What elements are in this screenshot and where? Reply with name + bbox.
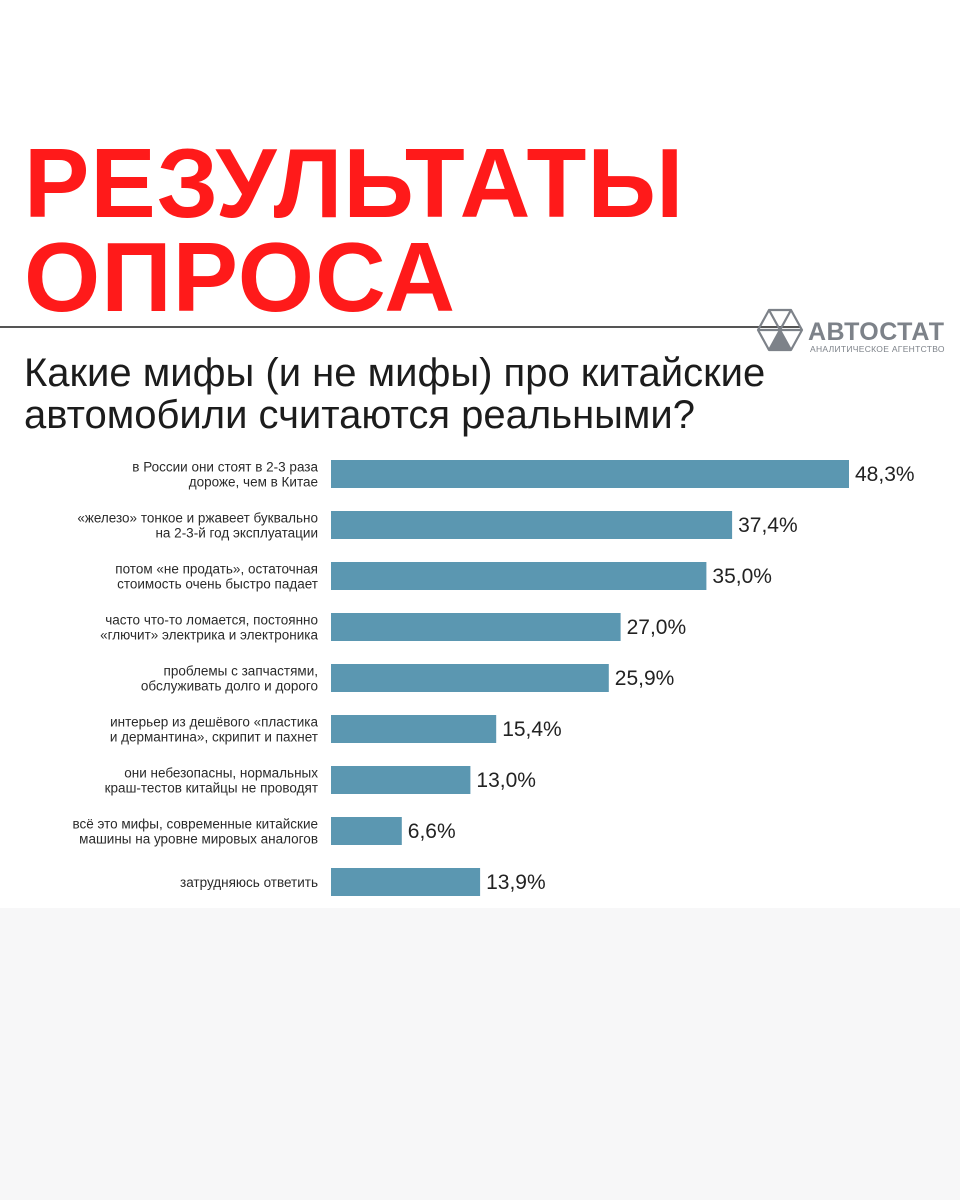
- headline: РЕЗУЛЬТАТЫ ОПРОСА: [24, 128, 685, 332]
- value-label-3: 35,0%: [712, 565, 772, 588]
- value-label-2: 37,4%: [738, 514, 798, 537]
- value-label-8: 6,6%: [408, 820, 456, 843]
- question-line-2: автомобили считаются реальными?: [24, 393, 695, 437]
- divider-line: [0, 326, 800, 328]
- chart-question: Какие мифы (и не мифы) про китайские авт…: [24, 352, 765, 436]
- bar-5: [331, 664, 609, 692]
- avtostat-logo: АВТОСТАТ АНАЛИТИЧЕСКОЕ АГЕНТСТВО: [756, 302, 946, 354]
- category-label-5: проблемы с запчастями, обслуживать долго …: [141, 664, 318, 694]
- bar-3: [331, 562, 707, 590]
- bar-1: [331, 460, 849, 488]
- category-label-2: «железо» тонкое и ржавеет буквально на 2-…: [77, 511, 318, 541]
- bar-8: [331, 817, 402, 845]
- bottom-background: [0, 908, 960, 1200]
- category-label-7: они небезопасны, нормальных краш-тестов к…: [105, 766, 319, 796]
- value-label-5: 25,9%: [615, 667, 675, 690]
- logo-subtitle: АНАЛИТИЧЕСКОЕ АГЕНТСТВО: [810, 344, 945, 354]
- category-label-9: затрудняюсь ответить: [180, 875, 318, 890]
- value-label-4: 27,0%: [627, 616, 687, 639]
- logo-name: АВТОСТАТ: [808, 318, 945, 346]
- bar-7: [331, 766, 471, 794]
- survey-bar-chart: 48,3% в России они стоят в 2-3 раза дороже…: [72, 460, 915, 896]
- bar-2: [331, 511, 733, 539]
- category-label-1: в России они стоят в 2-3 раза дороже, чем…: [132, 460, 318, 490]
- question-line-1: Какие мифы (и не мифы) про китайские: [24, 351, 766, 395]
- hexagon-triangles-icon: [756, 308, 804, 352]
- value-label-9: 13,9%: [486, 871, 546, 894]
- value-label-7: 13,0%: [476, 769, 536, 792]
- bar-4: [331, 613, 621, 641]
- category-label-4: часто что-то ломается, постоянно «глючит»…: [100, 613, 318, 643]
- headline-line-2: ОПРОСА: [24, 222, 457, 332]
- value-label-1: 48,3%: [855, 463, 915, 486]
- bar-9: [331, 868, 481, 896]
- category-label-8: всё это мифы, современные китайские машин…: [72, 817, 318, 847]
- bar-6: [331, 715, 497, 743]
- headline-line-1: РЕЗУЛЬТАТЫ: [24, 128, 685, 238]
- value-label-6: 15,4%: [502, 718, 562, 741]
- category-label-6: интерьер из дешёвого «пластика и дерманти…: [110, 715, 319, 745]
- category-label-3: потом «не продать», остаточная стоимость …: [115, 562, 318, 592]
